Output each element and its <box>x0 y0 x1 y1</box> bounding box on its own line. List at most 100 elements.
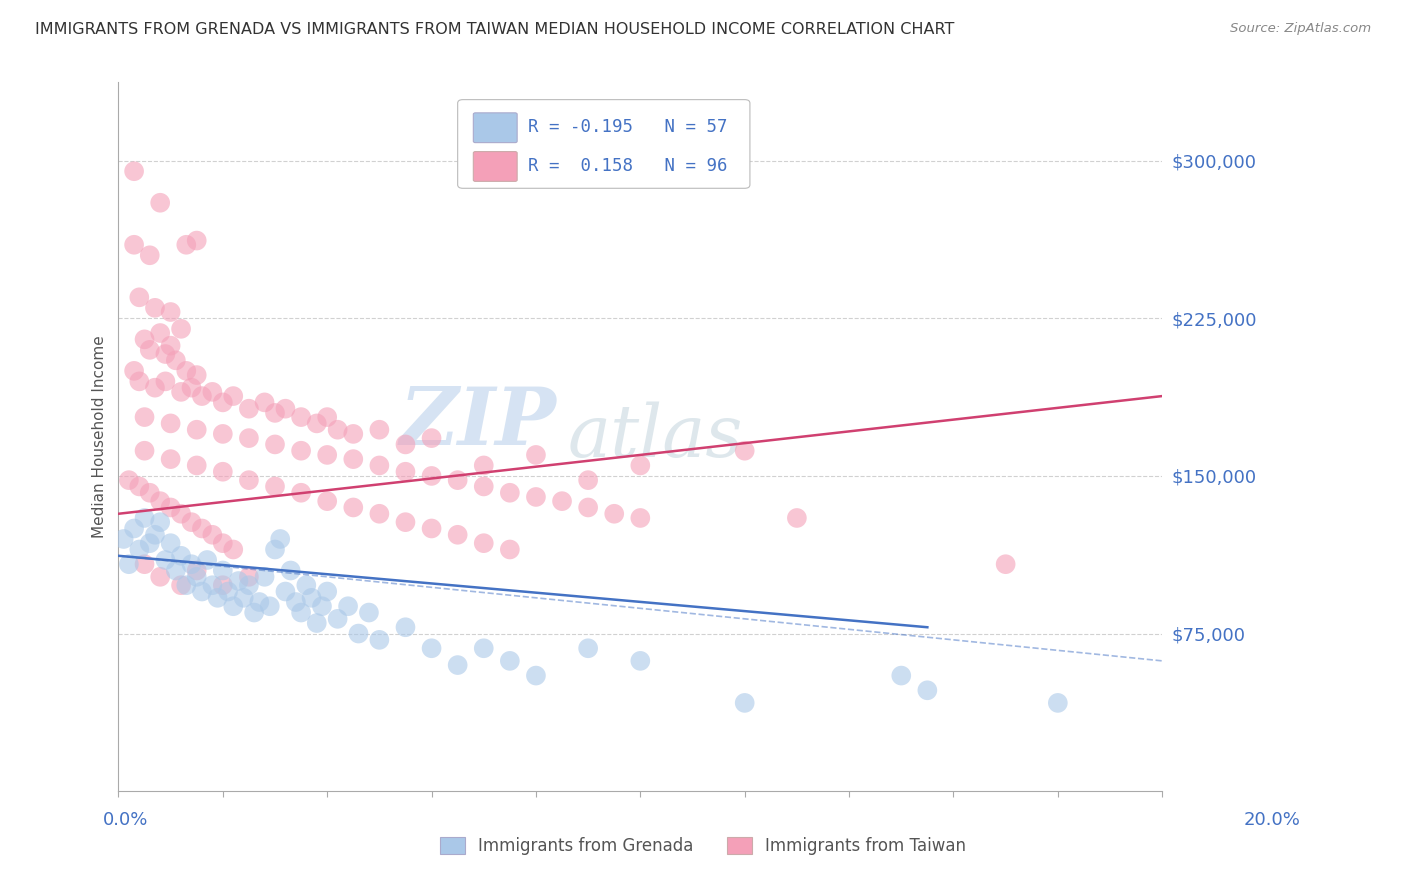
Point <box>576 473 599 487</box>
Point <box>207 591 229 605</box>
Text: 20.0%: 20.0% <box>1244 811 1301 829</box>
Point <box>394 620 416 634</box>
Point <box>264 406 287 420</box>
Point <box>128 542 150 557</box>
Point <box>447 658 470 673</box>
Point <box>284 595 307 609</box>
Point <box>238 570 260 584</box>
Point <box>786 511 808 525</box>
Point <box>420 469 443 483</box>
Point <box>222 542 245 557</box>
Point <box>524 448 547 462</box>
Point <box>238 578 260 592</box>
Point <box>628 511 651 525</box>
Point <box>994 558 1017 572</box>
Point <box>180 558 202 572</box>
Point <box>734 443 756 458</box>
Point <box>211 578 233 592</box>
Point <box>174 237 197 252</box>
Point <box>128 375 150 389</box>
Point <box>264 479 287 493</box>
Y-axis label: Median Household Income: Median Household Income <box>93 335 107 538</box>
Point <box>305 615 328 630</box>
Point <box>174 578 197 592</box>
Point <box>186 423 208 437</box>
Point <box>180 515 202 529</box>
Point <box>170 322 193 336</box>
Point <box>576 500 599 515</box>
Point <box>253 395 276 409</box>
Point <box>139 485 162 500</box>
Point <box>357 606 380 620</box>
Point <box>628 654 651 668</box>
Point <box>295 578 318 592</box>
Point <box>253 570 276 584</box>
Point <box>1046 696 1069 710</box>
Point <box>149 326 172 340</box>
Point <box>368 423 391 437</box>
Point <box>603 507 626 521</box>
Point <box>316 584 339 599</box>
Point <box>134 443 156 458</box>
Point <box>159 417 181 431</box>
Point <box>134 558 156 572</box>
Text: 0.0%: 0.0% <box>103 811 148 829</box>
Point <box>118 558 141 572</box>
Point <box>342 500 364 515</box>
Point <box>159 305 181 319</box>
Point <box>118 473 141 487</box>
Point <box>191 521 214 535</box>
Point <box>368 507 391 521</box>
Point <box>128 479 150 493</box>
FancyBboxPatch shape <box>474 152 517 181</box>
Point <box>524 668 547 682</box>
Point <box>316 448 339 462</box>
Point <box>499 542 522 557</box>
Point <box>420 641 443 656</box>
Point <box>576 641 599 656</box>
Point <box>211 536 233 550</box>
Point <box>217 584 239 599</box>
Point <box>143 301 166 315</box>
Text: IMMIGRANTS FROM GRENADA VS IMMIGRANTS FROM TAIWAN MEDIAN HOUSEHOLD INCOME CORREL: IMMIGRANTS FROM GRENADA VS IMMIGRANTS FR… <box>35 22 955 37</box>
Point <box>139 343 162 357</box>
Point <box>269 532 291 546</box>
Point <box>134 511 156 525</box>
Point <box>447 528 470 542</box>
Point <box>201 384 224 399</box>
Point <box>122 237 145 252</box>
Point <box>472 479 495 493</box>
Point <box>305 417 328 431</box>
Point <box>159 536 181 550</box>
Point <box>186 570 208 584</box>
Point <box>165 564 187 578</box>
Point <box>170 549 193 563</box>
Point <box>186 458 208 473</box>
FancyBboxPatch shape <box>474 113 517 143</box>
Point <box>337 599 360 614</box>
Point <box>290 606 312 620</box>
Point <box>326 423 349 437</box>
Point <box>447 473 470 487</box>
Point <box>159 452 181 467</box>
Point <box>180 381 202 395</box>
Point <box>165 353 187 368</box>
Point <box>112 532 135 546</box>
Text: R =  0.158   N = 96: R = 0.158 N = 96 <box>527 157 727 175</box>
Point <box>174 364 197 378</box>
Text: Source: ZipAtlas.com: Source: ZipAtlas.com <box>1230 22 1371 36</box>
Point <box>155 553 177 567</box>
Point <box>368 458 391 473</box>
Point <box>149 570 172 584</box>
Point <box>247 595 270 609</box>
Point <box>211 395 233 409</box>
Point <box>128 290 150 304</box>
Point <box>238 401 260 416</box>
Point <box>149 515 172 529</box>
Point <box>347 626 370 640</box>
Point <box>143 381 166 395</box>
Point <box>155 347 177 361</box>
Point <box>122 164 145 178</box>
Text: ZIP: ZIP <box>399 384 557 461</box>
Point <box>472 536 495 550</box>
